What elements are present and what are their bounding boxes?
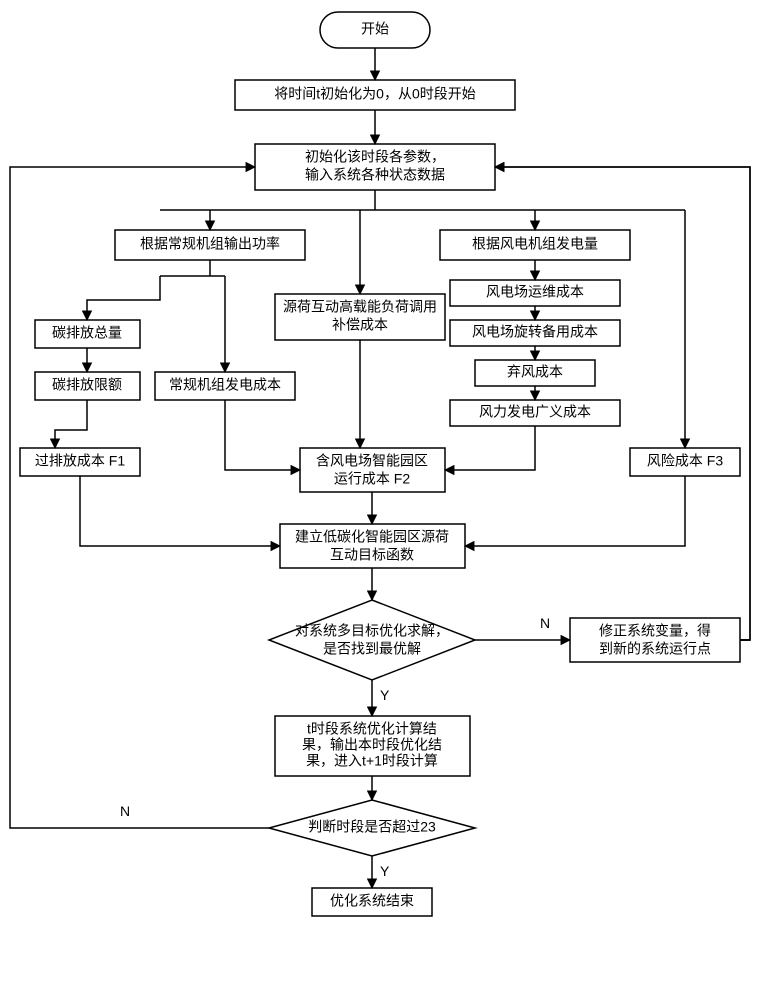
- objective-l2: 互动目标函数: [330, 547, 414, 563]
- edge-windgen-f2: [445, 426, 535, 470]
- source-comp-l2: 补偿成本: [332, 317, 388, 333]
- edge-f3-obj: [465, 476, 685, 546]
- solve-l1: 对系统多目标优化求解，: [295, 623, 449, 639]
- init-t-label: 将时间t初始化为0，从0时段开始: [274, 86, 475, 102]
- wind-spin-label: 风电场旋转备用成本: [472, 324, 598, 340]
- tresult-l2: 果，输出本时段优化结: [302, 737, 442, 753]
- risk-f3-label: 风险成本 F3: [647, 453, 723, 469]
- init-params-l2: 输入系统各种状态数据: [305, 167, 445, 183]
- edge-convout-to-carbon: [87, 276, 160, 320]
- edge-carbon-limit-f1: [55, 400, 87, 448]
- wind-curtail-label: 弃风成本: [507, 364, 563, 380]
- tresult-l1: t时段系统优化计算结: [307, 721, 437, 737]
- objective-l1: 建立低碳化智能园区源荷: [295, 529, 449, 545]
- park-f2-l2: 运行成本 F2: [334, 471, 410, 487]
- init-params-l1: 初始化该时段各参数，: [305, 149, 445, 165]
- solve-l2: 是否找到最优解: [323, 641, 421, 657]
- wind-om-label: 风电场运维成本: [486, 284, 584, 300]
- over-f1-label: 过排放成本 F1: [35, 453, 125, 469]
- carbon-total-label: 碳排放总量: [52, 325, 122, 341]
- wind-gen-label: 风力发电广义成本: [479, 404, 591, 420]
- end-label: 优化系统结束: [330, 893, 414, 909]
- check-y-label: Y: [380, 863, 390, 879]
- edge-f1-obj: [80, 476, 280, 546]
- edge-check-n: [10, 167, 269, 828]
- conv-gen-label: 常规机组发电成本: [169, 377, 281, 393]
- correct-l1: 修正系统变量，得: [599, 623, 711, 639]
- check23-l1: 判断时段是否超过23: [308, 819, 436, 835]
- start-label: 开始: [361, 21, 389, 37]
- park-f2-l1: 含风电场智能园区: [316, 453, 428, 469]
- wind-out-label: 根据风电机组发电量: [472, 236, 598, 252]
- conv-out-label: 根据常规机组输出功率: [140, 236, 280, 252]
- edge-convgen-f2: [225, 400, 300, 470]
- solve-n-label: N: [540, 615, 550, 631]
- tresult-l3: 果，进入t+1时段计算: [306, 753, 438, 769]
- solve-y-label: Y: [380, 687, 390, 703]
- carbon-limit-label: 碳排放限额: [52, 377, 122, 393]
- correct-l2: 到新的系统运行点: [599, 641, 711, 657]
- source-comp-l1: 源荷互动高载能负荷调用: [283, 299, 437, 315]
- check-n-label: N: [120, 803, 130, 819]
